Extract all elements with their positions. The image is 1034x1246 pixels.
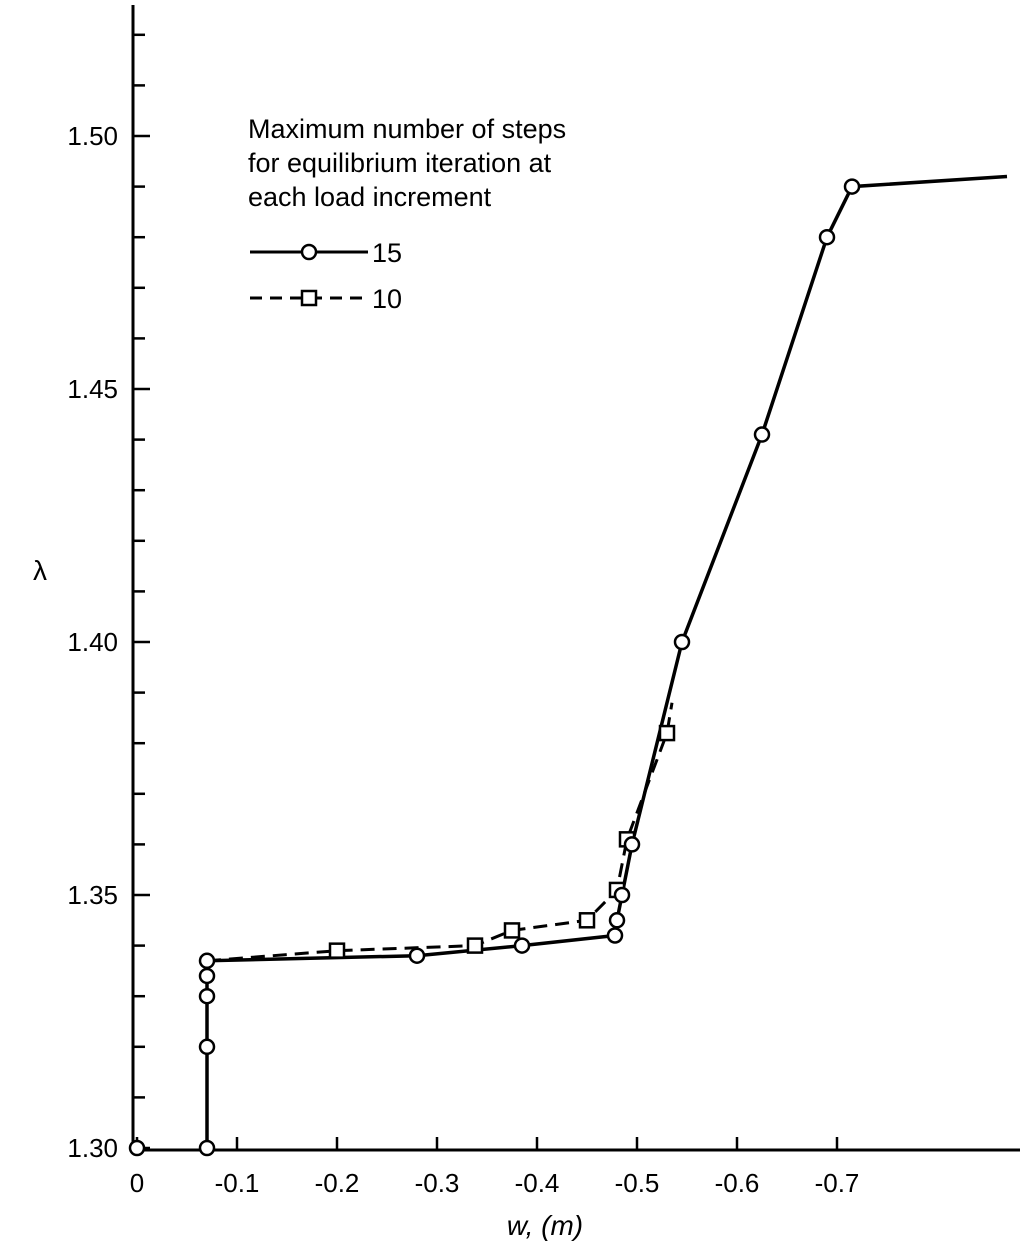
series-15-point: [753, 426, 771, 443]
series-15-point: [843, 178, 861, 195]
series-15-point: [623, 836, 641, 853]
legend-title-line-2: for equilibrium iteration at: [248, 148, 552, 178]
series-layer: [128, 174, 1008, 1157]
series-15-point: [673, 633, 691, 651]
series-15-point: [198, 967, 216, 985]
series-10-point: [328, 942, 346, 959]
x-axis-title: w, (m): [507, 1210, 583, 1241]
x-tick-label: -0.7: [815, 1168, 860, 1198]
y-tick-label: 1.40: [67, 627, 118, 657]
series-15-point: [408, 947, 426, 964]
x-tick-label: -0.6: [715, 1168, 760, 1198]
x-tick-label: 0: [130, 1168, 144, 1198]
x-tick-label: -0.2: [315, 1168, 360, 1198]
series-10-point: [658, 724, 676, 742]
y-ticks: 1.30 1.35 1.40 1.45 1.50: [67, 33, 150, 1163]
series-10-point: [578, 912, 596, 929]
series-15-point: [128, 1139, 146, 1157]
legend-title-line-1: Maximum number of steps: [248, 114, 566, 144]
x-ticks: 0 -0.1 -0.2 -0.3 -0.4 -0.5 -0.6 -0.7: [130, 1137, 860, 1198]
series-15-point: [613, 886, 631, 904]
legend-marker-15: [300, 243, 318, 261]
y-tick-label: 1.35: [67, 880, 118, 910]
series-15-point: [818, 228, 836, 246]
x-tick-label: -0.1: [215, 1168, 260, 1198]
legend-label-15: 15: [372, 238, 402, 268]
series-10-line: [206, 702, 674, 963]
y-tick-label: 1.50: [67, 121, 118, 151]
legend: Maximum number of steps for equilibrium …: [248, 114, 566, 314]
y-tick-label: 1.45: [67, 374, 118, 404]
series-15-point: [606, 927, 624, 944]
series-10-point: [503, 922, 521, 939]
x-tick-label: -0.5: [615, 1168, 660, 1198]
series-15-point: [513, 937, 531, 954]
series-15-point: [198, 952, 216, 970]
series-15-point: [608, 912, 626, 929]
series-15-point: [198, 1139, 216, 1157]
series-15-point: [198, 1038, 216, 1056]
y-axis-title: λ: [33, 555, 47, 586]
y-tick-label: 1.30: [67, 1133, 118, 1163]
x-tick-label: -0.3: [415, 1168, 460, 1198]
x-tick-label: -0.4: [515, 1168, 560, 1198]
series-10-point: [466, 937, 484, 954]
series-15-point: [198, 987, 216, 1005]
legend-marker-10: [300, 289, 318, 307]
legend-title-line-3: each load increment: [248, 182, 492, 212]
legend-label-10: 10: [372, 284, 402, 314]
series-15-line: [205, 174, 1008, 1148]
